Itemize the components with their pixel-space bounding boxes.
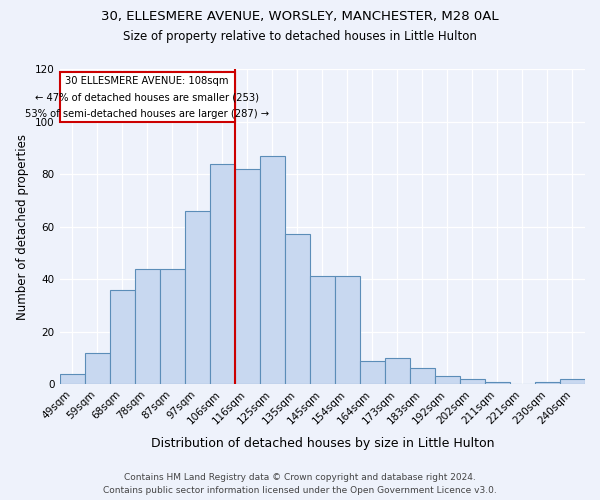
Bar: [235, 169, 260, 384]
Text: ← 47% of detached houses are smaller (253): ← 47% of detached houses are smaller (25…: [35, 92, 259, 102]
FancyBboxPatch shape: [59, 72, 235, 122]
Y-axis label: Number of detached properties: Number of detached properties: [16, 134, 29, 320]
Text: Contains HM Land Registry data © Crown copyright and database right 2024.
Contai: Contains HM Land Registry data © Crown c…: [103, 474, 497, 495]
Bar: [185, 211, 209, 384]
Text: Size of property relative to detached houses in Little Hulton: Size of property relative to detached ho…: [123, 30, 477, 43]
Bar: [460, 379, 485, 384]
Text: 30 ELLESMERE AVENUE: 108sqm: 30 ELLESMERE AVENUE: 108sqm: [65, 76, 229, 86]
Bar: [485, 382, 510, 384]
Text: 30, ELLESMERE AVENUE, WORSLEY, MANCHESTER, M28 0AL: 30, ELLESMERE AVENUE, WORSLEY, MANCHESTE…: [101, 10, 499, 23]
Bar: [209, 164, 235, 384]
Bar: [335, 276, 360, 384]
Bar: [59, 374, 85, 384]
Bar: [260, 156, 285, 384]
Bar: [560, 379, 585, 384]
Bar: [110, 290, 134, 384]
Bar: [535, 382, 560, 384]
Bar: [134, 268, 160, 384]
Bar: [385, 358, 410, 384]
Bar: [160, 268, 185, 384]
Bar: [360, 360, 385, 384]
Bar: [410, 368, 435, 384]
Bar: [85, 352, 110, 384]
Bar: [285, 234, 310, 384]
Bar: [310, 276, 335, 384]
X-axis label: Distribution of detached houses by size in Little Hulton: Distribution of detached houses by size …: [151, 437, 494, 450]
Text: 53% of semi-detached houses are larger (287) →: 53% of semi-detached houses are larger (…: [25, 109, 269, 119]
Bar: [435, 376, 460, 384]
